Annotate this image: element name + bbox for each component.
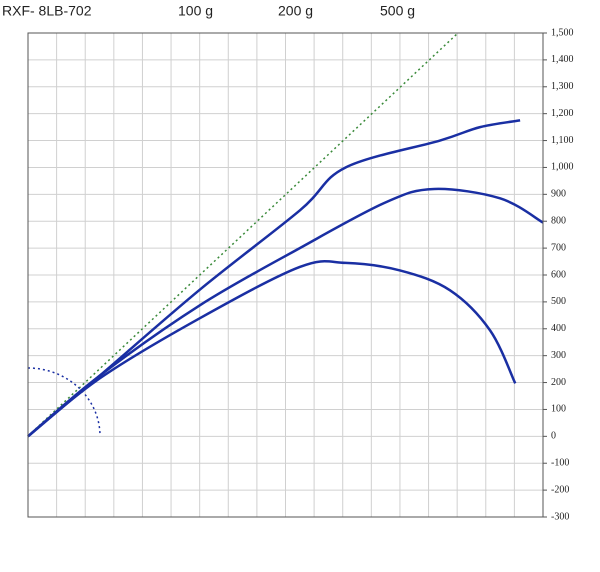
y-tick-label: 900 (551, 189, 566, 200)
y-tick-label: 600 (551, 269, 566, 280)
y-tick-label: -300 (551, 511, 569, 522)
lines (27, 119, 544, 438)
y-tick-label: 1,300 (551, 81, 574, 92)
y-tick-label: 300 (551, 350, 566, 361)
y-tick-label: 800 (551, 216, 566, 227)
y-tick-label: 1,100 (551, 135, 574, 146)
y-tick-label: -100 (551, 458, 569, 469)
chart-title: RXF- 8LB-702 (2, 3, 92, 19)
y-tick-label: 100 (551, 404, 566, 415)
y-tick-label: 1,400 (551, 54, 574, 65)
legend-label: 200 g (278, 3, 313, 19)
y-tick-label: 0 (551, 431, 556, 442)
reference-arc (27, 367, 101, 437)
reference-line (27, 32, 459, 437)
curve (27, 187, 544, 438)
y-tick-label: 1,200 (551, 108, 574, 119)
plot-border (27, 32, 544, 518)
legend-label: 100 g (178, 3, 213, 19)
legend-label: 500 g (380, 3, 415, 19)
y-tick-label: 400 (551, 323, 566, 334)
y-tick-label: 1,500 (551, 27, 574, 38)
y-tick-label: 200 (551, 377, 566, 388)
curve (27, 259, 517, 438)
y-tick-label: 700 (551, 242, 566, 253)
y-tick-label: 1,000 (551, 162, 574, 173)
y-tick-label: 500 (551, 296, 566, 307)
y-tick-label: -200 (551, 484, 569, 495)
